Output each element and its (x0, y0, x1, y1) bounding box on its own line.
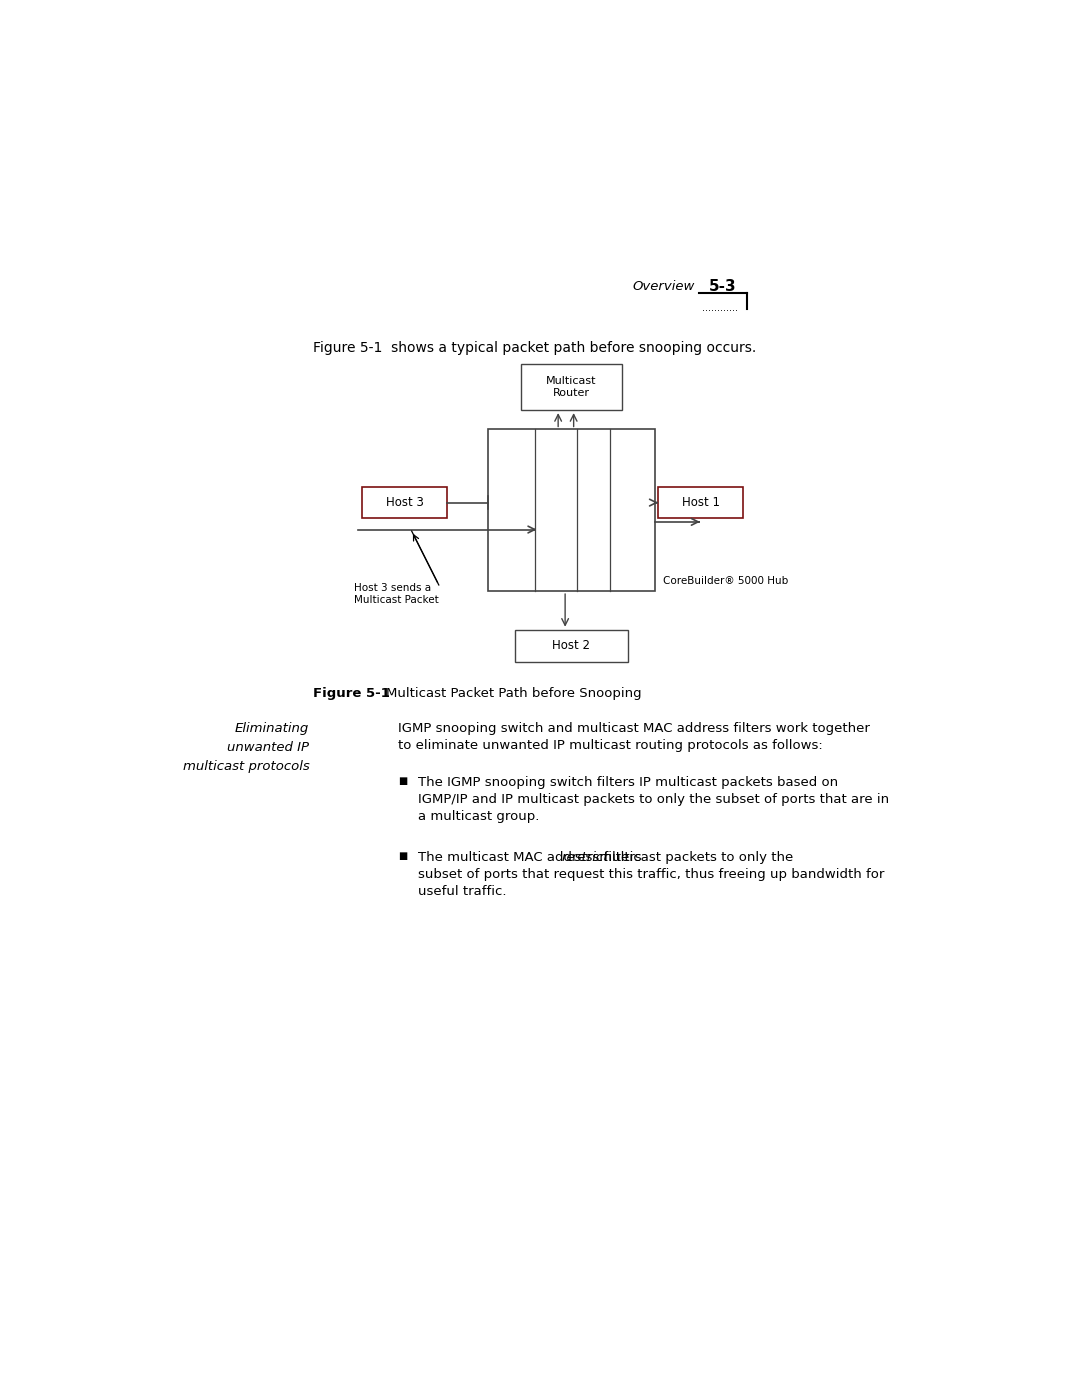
Text: Host 1: Host 1 (681, 496, 719, 509)
Text: Figure 5-1: Figure 5-1 (313, 687, 390, 700)
Text: subset of ports that request this traffic, thus freeing up bandwidth for: subset of ports that request this traffi… (418, 869, 885, 882)
Bar (658, 488, 743, 518)
Bar (488, 429, 656, 591)
Text: Multicast Packet Path before Snooping: Multicast Packet Path before Snooping (369, 687, 642, 700)
Text: The multicast MAC address filters: The multicast MAC address filters (418, 851, 646, 865)
Text: Figure 5-1  shows a typical packet path before snooping occurs.: Figure 5-1 shows a typical packet path b… (313, 341, 756, 355)
Text: Host 3 sends a
Multicast Packet: Host 3 sends a Multicast Packet (354, 584, 440, 605)
Text: Overview: Overview (632, 281, 694, 293)
Text: IGMP snooping switch and multicast MAC address filters work together: IGMP snooping switch and multicast MAC a… (399, 722, 870, 735)
Text: 5-3: 5-3 (708, 279, 737, 295)
Text: CoreBuilder® 5000 Hub: CoreBuilder® 5000 Hub (663, 576, 788, 585)
Text: Eliminating
unwanted IP
multicast protocols: Eliminating unwanted IP multicast protoc… (183, 722, 309, 773)
Text: restrict: restrict (562, 851, 609, 865)
Bar (515, 630, 627, 662)
Text: Host 2: Host 2 (552, 640, 591, 652)
Text: Multicast
Router: Multicast Router (546, 376, 596, 398)
Text: to eliminate unwanted IP multicast routing protocols as follows:: to eliminate unwanted IP multicast routi… (399, 739, 823, 752)
Text: multicast packets to only the: multicast packets to only the (595, 851, 794, 865)
Text: Host 3: Host 3 (386, 496, 423, 509)
Bar (521, 365, 622, 411)
Text: ■: ■ (399, 851, 408, 862)
Text: The IGMP snooping switch filters IP multicast packets based on: The IGMP snooping switch filters IP mult… (418, 775, 838, 789)
Text: ············: ············ (702, 306, 739, 316)
Bar (362, 488, 447, 518)
Text: IGMP/IP and IP multicast packets to only the subset of ports that are in: IGMP/IP and IP multicast packets to only… (418, 793, 889, 806)
Text: a multicast group.: a multicast group. (418, 810, 539, 823)
Text: useful traffic.: useful traffic. (418, 886, 507, 898)
Text: ■: ■ (399, 775, 408, 787)
